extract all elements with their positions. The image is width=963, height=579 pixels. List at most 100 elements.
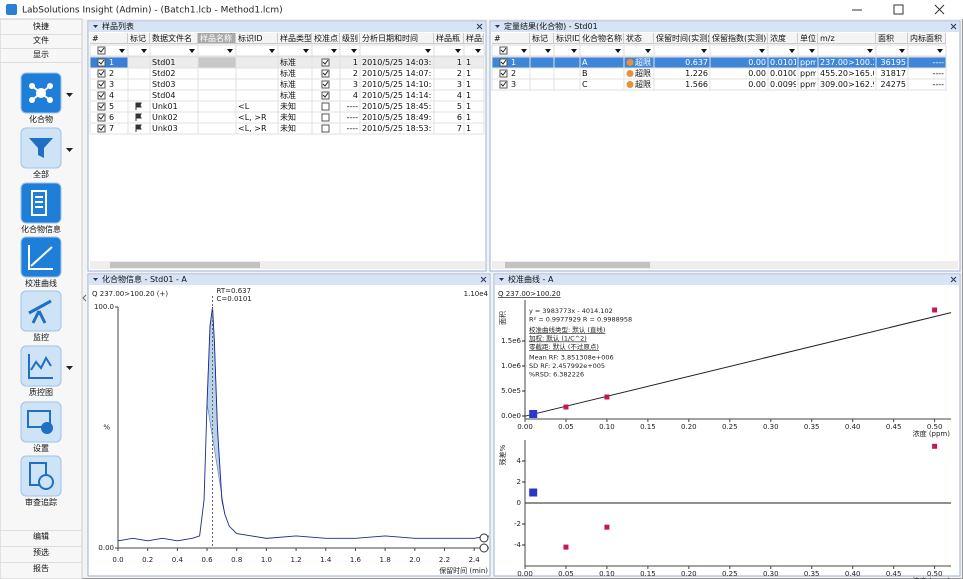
checkbox[interactable] (322, 114, 329, 121)
column-header[interactable]: 标记 (530, 33, 554, 44)
column-header[interactable]: 内标面积 (908, 33, 946, 44)
filter-cell (654, 45, 710, 56)
collapse-arrow[interactable] (83, 295, 86, 301)
checkbox[interactable] (322, 103, 329, 110)
cell-text: 4 (436, 90, 462, 101)
cell-text: 3 (342, 79, 358, 90)
x-tick-label: 2.2 (439, 556, 450, 564)
column-header[interactable]: 数据文件名 (150, 33, 198, 44)
tool-label[interactable]: 设置 (0, 443, 82, 454)
column-header[interactable]: 浓度 (768, 33, 798, 44)
x-tick-label: 0.30 (763, 423, 779, 431)
filter-cell (554, 45, 580, 56)
column-header[interactable]: 样品盘 (464, 33, 484, 44)
cell-text: 6 (436, 112, 462, 123)
column-header[interactable]: 标识ID (554, 33, 580, 44)
cell-text (200, 68, 234, 79)
column-header[interactable]: 单位 (798, 33, 818, 44)
checkbox[interactable] (322, 125, 329, 132)
stats-text: 校准曲线类型: 默认 (直线) (529, 325, 605, 334)
x-tick-label: 0.05 (558, 423, 574, 431)
residual-point[interactable] (563, 545, 568, 550)
calibration-point[interactable] (529, 410, 537, 418)
cell-text: 标准 (280, 68, 310, 79)
column-header[interactable]: 样品瓶 (434, 33, 464, 44)
y-tick-label: 5.0e5 (501, 387, 521, 395)
x-tick-label: 0.8 (231, 556, 242, 564)
residual-point[interactable] (604, 525, 609, 530)
cell-text: 2010/5/25 14:07:00 (362, 68, 432, 79)
column-header[interactable]: 级别 (340, 33, 360, 44)
cell-text: A (582, 57, 622, 68)
column-header[interactable]: 校准点 (312, 33, 340, 44)
y-tick-label: 1.0e6 (501, 362, 521, 370)
calibration-point[interactable] (563, 405, 568, 410)
column-header[interactable]: # (90, 33, 128, 44)
scroll-thumb[interactable] (110, 262, 260, 268)
cell-text (200, 90, 234, 101)
tool-label[interactable]: 监控 (0, 332, 82, 343)
cell-text: ---- (910, 68, 944, 79)
y-axis-label: 残差% (498, 444, 507, 465)
column-header[interactable]: 面积 (876, 33, 908, 44)
column-header[interactable]: 样品类型 (278, 33, 312, 44)
cell-text: 3 (511, 79, 529, 90)
column-header[interactable]: 样品名称 (198, 33, 236, 44)
column-header[interactable]: 保留指数(实测) (710, 33, 768, 44)
cell-text: 6 (109, 112, 127, 123)
column-header[interactable]: 化合物名称 (580, 33, 624, 44)
tool-label[interactable]: 全部 (0, 169, 82, 180)
cell-text: 4 (109, 90, 127, 101)
cell-text: ppm (800, 57, 816, 68)
y-axis-label: % (103, 424, 110, 432)
residual-point[interactable] (932, 444, 937, 449)
stats-text: 加权: 默认 (1/C^2) (529, 334, 587, 343)
y-tick-label: 100.0 (94, 303, 114, 311)
cell-text: 7 (436, 123, 462, 134)
tool-label[interactable]: 化合物 (0, 114, 82, 125)
x-tick-label: 0.6 (201, 556, 213, 564)
column-header[interactable]: # (492, 33, 530, 44)
cell-text (238, 57, 276, 68)
cell-text: 7 (109, 123, 127, 134)
table-cell (128, 57, 150, 68)
tool-label[interactable]: 化合物信息 (0, 224, 82, 235)
column-header[interactable]: 标识ID (236, 33, 278, 44)
x-tick-label: 0.30 (763, 570, 779, 578)
x-axis-label: 保留时间 (min) (439, 566, 488, 575)
sidebar-menu[interactable]: 预选 (0, 546, 82, 561)
x-tick-label: 0.40 (845, 423, 861, 431)
cell-text: Std04 (152, 90, 196, 101)
sidebar-menu[interactable]: 快捷 (0, 21, 82, 35)
column-header[interactable]: 标记 (128, 33, 150, 44)
sidebar-menu[interactable]: 文件 (0, 35, 82, 49)
cell-text (200, 57, 234, 68)
cell-text: 标准 (280, 90, 310, 101)
sidebar-menu[interactable]: 显示 (0, 49, 82, 63)
column-header[interactable]: 分析日期和时间 (360, 33, 434, 44)
residual-point[interactable] (529, 489, 537, 497)
cell-text: 1.226 (656, 68, 708, 79)
tool-label[interactable]: 审查追踪 (0, 497, 82, 508)
zoom-in[interactable] (480, 534, 488, 542)
column-header[interactable]: 状态 (624, 33, 654, 44)
tool-label[interactable]: 质控图 (0, 387, 82, 398)
filter-cell (530, 45, 554, 56)
cell-text: Std02 (152, 68, 196, 79)
calibration-point[interactable] (604, 395, 609, 400)
cell-text (238, 79, 276, 90)
sidebar-menu[interactable]: 编辑 (0, 530, 82, 545)
x-tick-label: 1.4 (320, 556, 332, 564)
tool-label[interactable]: 校准曲线 (0, 278, 82, 289)
peak-annotation: C=0.0101 (217, 295, 252, 303)
column-header[interactable]: m/z (818, 33, 876, 44)
zoom-out[interactable] (480, 544, 488, 552)
sidebar-menu[interactable]: 报告 (0, 562, 82, 577)
calibration-point[interactable] (932, 308, 937, 313)
cell-text: <L, >R (238, 123, 276, 134)
scroll-thumb[interactable] (505, 262, 650, 268)
filter-cell (340, 45, 360, 56)
x-tick-label: 0.45 (886, 570, 902, 578)
tool-icon[interactable] (21, 291, 61, 331)
column-header[interactable]: 保留时间(实测) (654, 33, 710, 44)
